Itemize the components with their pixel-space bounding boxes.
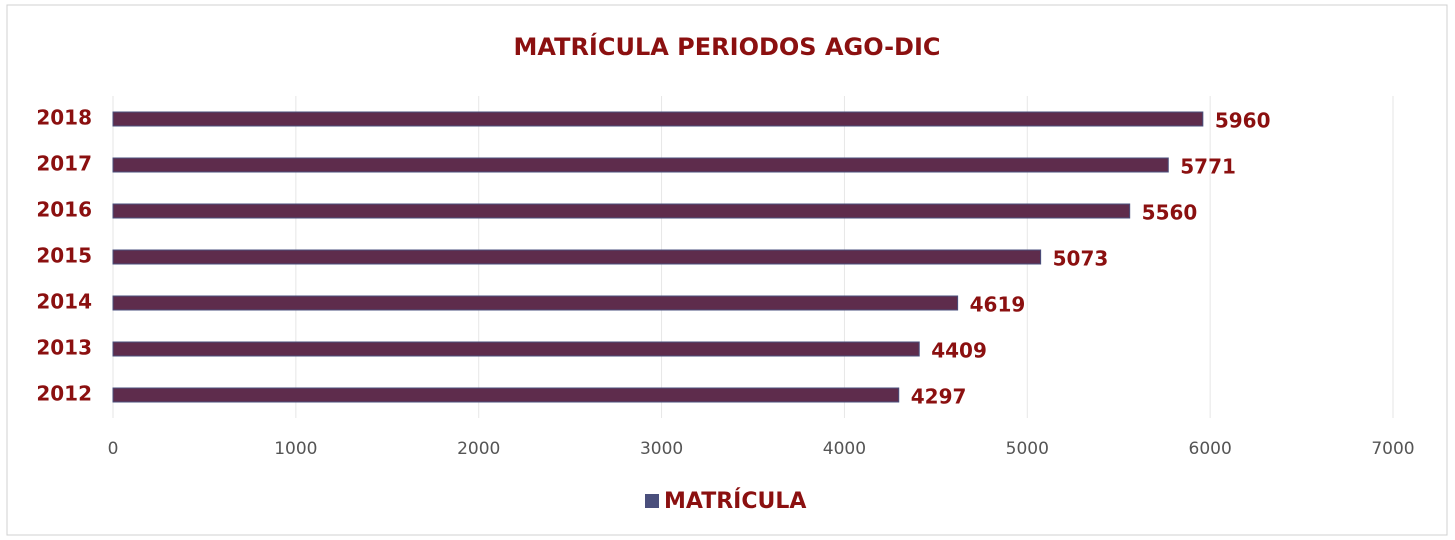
y-tick-label: 2018	[36, 106, 92, 130]
bar	[112, 341, 920, 357]
x-tick-label: 3000	[640, 439, 683, 459]
data-label: 5560	[1142, 201, 1198, 225]
legend-swatch	[645, 494, 659, 508]
data-label: 5073	[1053, 247, 1109, 271]
x-tick-label: 4000	[823, 439, 866, 459]
x-tick-label: 5000	[1006, 439, 1049, 459]
bar	[112, 203, 1131, 219]
chart-title: MATRÍCULA PERIODOS AGO-DIC	[513, 32, 940, 61]
y-tick-label: 2012	[36, 382, 92, 406]
x-tick-label: 6000	[1189, 439, 1232, 459]
bar	[112, 249, 1042, 265]
data-label: 4297	[911, 385, 967, 409]
data-label: 4619	[970, 293, 1026, 317]
chart-border	[6, 4, 1448, 536]
bar	[112, 157, 1169, 173]
legend-label: MATRÍCULA	[664, 488, 806, 514]
x-tick-label: 0	[108, 439, 119, 459]
y-tick-label: 2015	[36, 244, 92, 268]
x-tick-label: 1000	[274, 439, 317, 459]
bar	[112, 295, 959, 311]
x-tick-label: 7000	[1371, 439, 1414, 459]
y-tick-label: 2013	[36, 336, 92, 360]
data-label: 4409	[931, 339, 987, 363]
bar	[112, 111, 1204, 127]
bar	[112, 387, 900, 403]
x-tick-label: 2000	[457, 439, 500, 459]
y-tick-label: 2016	[36, 198, 92, 222]
y-tick-label: 2017	[36, 152, 92, 176]
data-label: 5960	[1215, 109, 1271, 133]
y-tick-label: 2014	[36, 290, 92, 314]
data-label: 5771	[1180, 155, 1236, 179]
